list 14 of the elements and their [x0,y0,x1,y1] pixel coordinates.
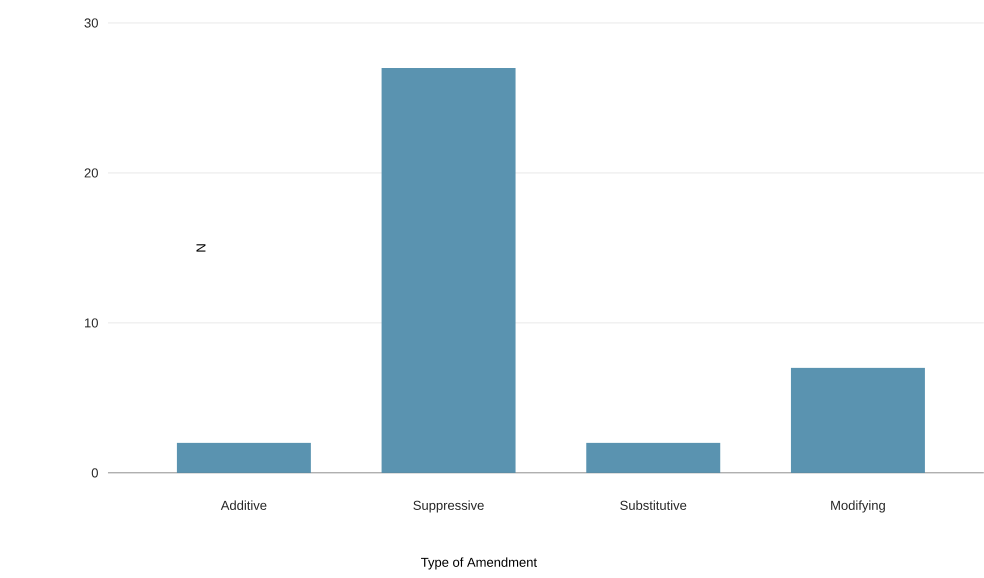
y-tick-label: 30 [84,18,98,28]
x-tick-label: Suppressive [413,500,484,513]
y-tick-label: 20 [84,168,98,178]
y-tick-label: 0 [92,468,98,478]
bar [790,368,925,473]
x-axis-title: Type of Amendment [421,557,537,570]
bar [586,442,720,473]
y-axis-title: N [196,244,206,252]
y-tick-label: 10 [84,318,98,328]
bar [382,68,516,473]
x-tick-label: Modifying [831,500,885,513]
x-tick-label: Substitutive [620,500,686,510]
bar [176,442,311,473]
x-tick-label: Additive [220,500,266,510]
